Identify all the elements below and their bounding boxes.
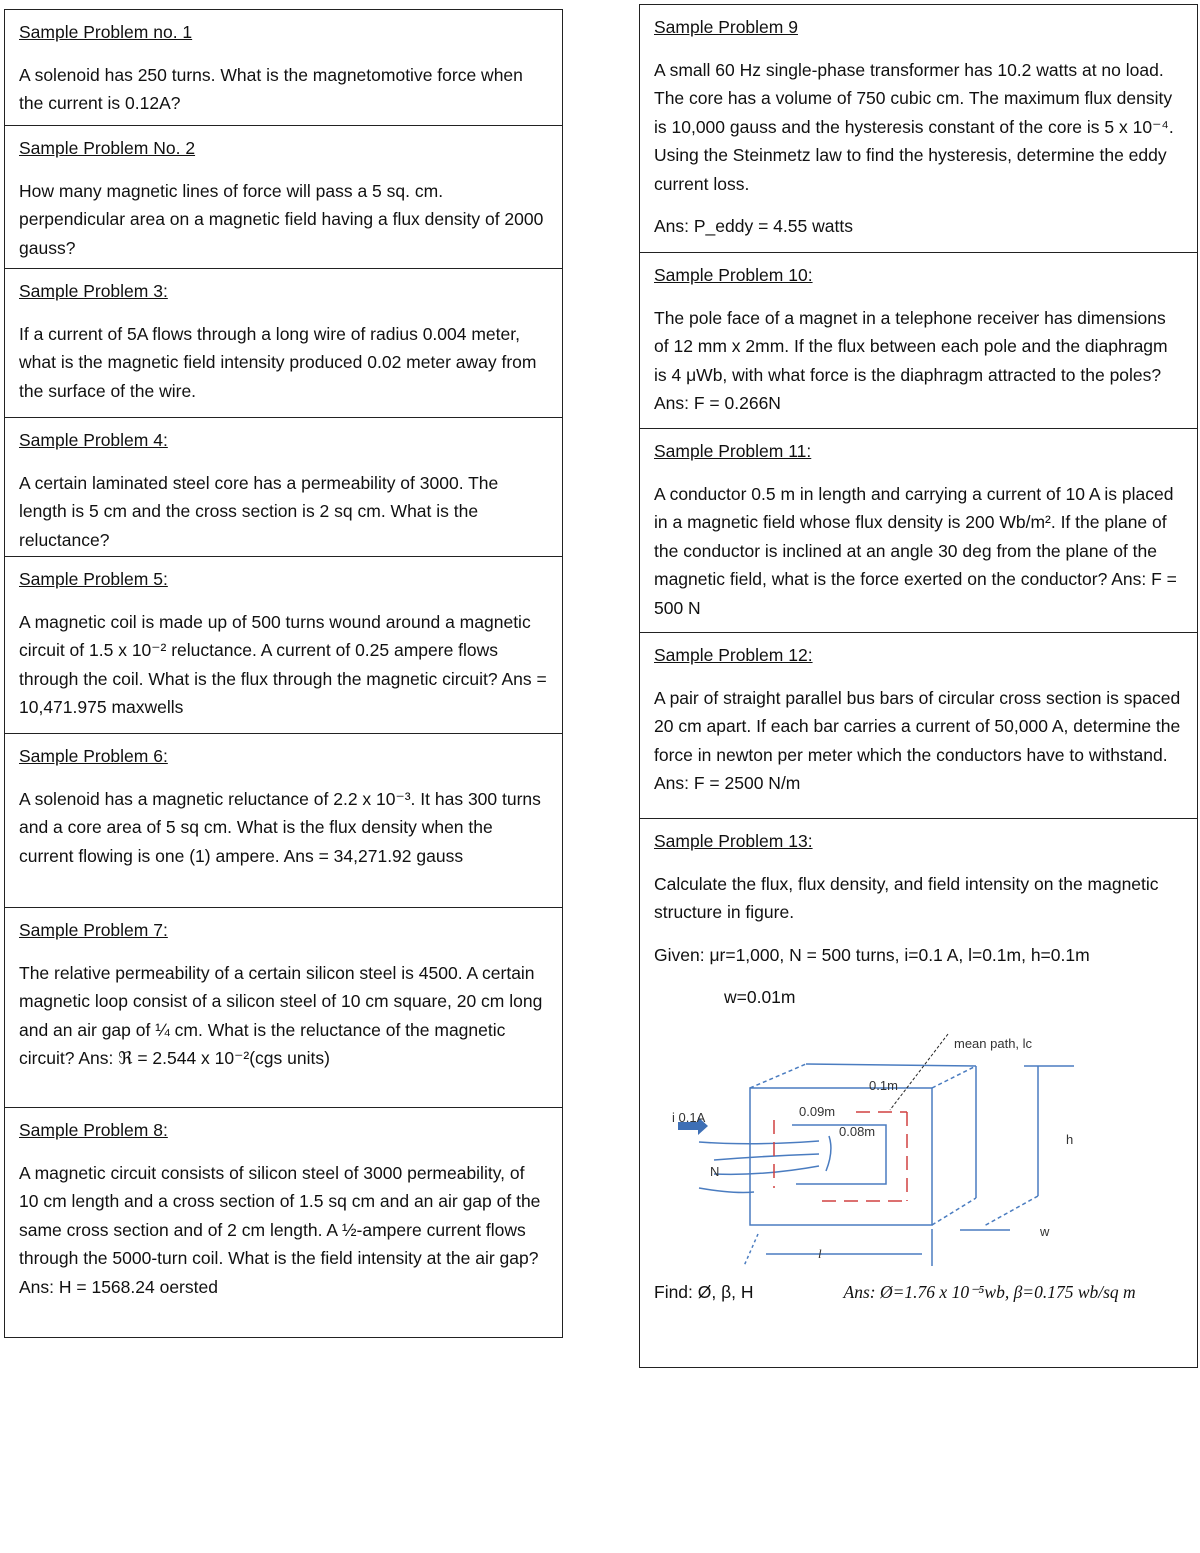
- problem-3: Sample Problem 3: If a current of 5A flow…: [4, 268, 563, 418]
- problem-title: Sample Problem no. 1: [19, 22, 193, 42]
- magnetic-structure-figure: mean path, lc i 0.1A 0.1m 0.09m 0.08m N …: [654, 1026, 1184, 1276]
- problem-title: Sample Problem 7:: [19, 920, 168, 940]
- dim-0.1m: 0.1m: [869, 1077, 898, 1093]
- problem-4: Sample Problem 4: A certain laminated ste…: [4, 417, 563, 557]
- dim-0.08m: 0.08m: [839, 1123, 876, 1139]
- problem-given-w: w=0.01m: [724, 987, 796, 1007]
- problem-12: Sample Problem 12: A pair of straight par…: [639, 632, 1198, 819]
- problem-title: Sample Problem 8:: [19, 1120, 168, 1140]
- problem-body: A magnetic circuit consists of silicon s…: [19, 1162, 541, 1297]
- problem-body: A magnetic coil is made up of 500 turns …: [19, 611, 547, 718]
- problem-title: Sample Problem No. 2: [19, 138, 196, 158]
- height-label: h: [1066, 1131, 1074, 1147]
- problem-7: Sample Problem 7: The relative permeabili…: [4, 907, 563, 1108]
- problem-given: Given: μr=1,000, N = 500 turns, i=0.1 A,…: [654, 944, 1090, 965]
- problem-title: Sample Problem 4:: [19, 430, 168, 450]
- problem-9: Sample Problem 9 A small 60 Hz single-pha…: [639, 4, 1198, 253]
- problem-title: Sample Problem 12:: [654, 645, 813, 665]
- problem-title: Sample Problem 5:: [19, 569, 168, 589]
- problem-5: Sample Problem 5: A magnetic coil is made…: [4, 556, 563, 734]
- problem-title: Sample Problem 10:: [654, 265, 813, 285]
- current-arrow-icon: [678, 1116, 708, 1135]
- find-text: Find: Ø, β, H: [654, 1281, 754, 1302]
- problem-11: Sample Problem 11: A conductor 0.5 m in l…: [639, 428, 1198, 633]
- problem-body: Calculate the flux, flux density, and fi…: [654, 873, 1159, 923]
- problem-body: A pair of straight parallel bus bars of …: [654, 687, 1181, 794]
- core-drawing: [678, 1033, 1074, 1266]
- problem-title: Sample Problem 11:: [654, 441, 812, 461]
- problem-answer: Ans: Ø=1.76 x 10⁻⁵wb, β=0.175 wb/sq m: [843, 1281, 1136, 1302]
- current-label: i 0.1A: [672, 1109, 706, 1125]
- problem-title: Sample Problem 13:: [654, 831, 813, 851]
- length-label: l: [818, 1245, 822, 1261]
- problem-body: A solenoid has a magnetic reluctance of …: [19, 788, 541, 866]
- turns-label: N: [710, 1163, 720, 1179]
- problem-body: A certain laminated steel core has a per…: [19, 472, 499, 550]
- dim-0.09m: 0.09m: [799, 1103, 836, 1119]
- problem-body: A conductor 0.5 m in length and carrying…: [654, 483, 1177, 618]
- problem-13: Sample Problem 13: Calculate the flux, f…: [639, 818, 1198, 1368]
- problem-body: A solenoid has 250 turns. What is the ma…: [19, 64, 523, 114]
- problem-title: Sample Problem 6:: [19, 746, 168, 766]
- width-label: w: [1040, 1223, 1050, 1239]
- problem-2: Sample Problem No. 2 How many magnetic li…: [4, 125, 563, 269]
- problem-body: If a current of 5A flows through a long …: [19, 323, 537, 401]
- problem-answer: Ans: P_eddy = 4.55 watts: [654, 216, 853, 236]
- problem-10: Sample Problem 10: The pole face of a mag…: [639, 252, 1198, 429]
- problem-title: Sample Problem 3:: [19, 281, 168, 301]
- mean-path-label: mean path, lc: [954, 1035, 1033, 1051]
- problem-body: A small 60 Hz single-phase transformer h…: [654, 59, 1174, 194]
- problem-body: The pole face of a magnet in a telephone…: [654, 307, 1168, 414]
- problem-6: Sample Problem 6: A solenoid has a magnet…: [4, 733, 563, 908]
- problem-1: Sample Problem no. 1 A solenoid has 250 t…: [4, 9, 563, 126]
- problem-title: Sample Problem 9: [654, 17, 798, 37]
- problem-8: Sample Problem 8: A magnetic circuit cons…: [4, 1107, 563, 1338]
- problem-body: The relative permeability of a certain s…: [19, 962, 543, 1069]
- problem-body: How many magnetic lines of force will pa…: [19, 180, 544, 258]
